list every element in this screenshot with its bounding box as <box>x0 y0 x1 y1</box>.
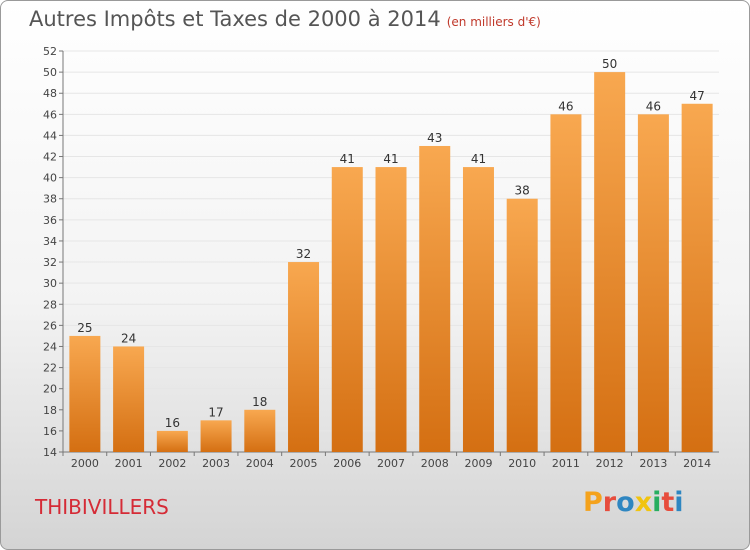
logo-letter: t <box>661 487 675 518</box>
x-tick-label: 2005 <box>290 457 318 470</box>
data-label: 32 <box>296 247 311 261</box>
y-tick-label: 14 <box>43 446 57 459</box>
chart-title-text: Autres Impôts et Taxes de 2000 à 2014 <box>29 7 441 31</box>
y-tick-label: 18 <box>43 404 57 417</box>
bar <box>156 430 188 452</box>
bar <box>69 335 101 452</box>
logo-letter: o <box>616 487 635 518</box>
data-label: 25 <box>77 321 92 335</box>
data-label: 41 <box>471 152 486 166</box>
x-tick-label: 2006 <box>333 457 361 470</box>
data-label: 24 <box>121 331 136 345</box>
y-tick-label: 34 <box>43 235 57 248</box>
y-tick-label: 38 <box>43 193 57 206</box>
x-tick-label: 2012 <box>596 457 624 470</box>
bar <box>113 346 145 452</box>
data-labels: 25 24 16 17 18 32 41 41 43 41 38 46 50 46 47 <box>77 57 705 430</box>
x-tick-label: 2013 <box>639 457 667 470</box>
y-tick-label: 28 <box>43 298 57 311</box>
data-label: 46 <box>646 99 661 113</box>
bar <box>375 167 407 452</box>
x-tick-label: 2007 <box>377 457 405 470</box>
x-tick-label: 2008 <box>421 457 449 470</box>
y-tick-label: 48 <box>43 87 57 100</box>
x-tick-label: 2002 <box>158 457 186 470</box>
proxiti-logo: Proxiti <box>583 487 684 518</box>
bar <box>462 167 494 452</box>
data-label: 16 <box>165 416 180 430</box>
data-label: 43 <box>427 131 442 145</box>
y-tick-label: 22 <box>43 362 57 375</box>
data-label: 41 <box>383 152 398 166</box>
logo-letter: x <box>634 487 653 518</box>
logo-letter: r <box>602 487 617 518</box>
y-tick-label: 20 <box>43 383 57 396</box>
bar <box>506 198 538 452</box>
y-tick-label: 16 <box>43 425 57 438</box>
x-tick-label: 2010 <box>508 457 536 470</box>
data-label: 18 <box>252 395 267 409</box>
y-tick-label: 36 <box>43 214 57 227</box>
y-tick-label: 40 <box>43 172 57 185</box>
data-label: 17 <box>208 405 223 419</box>
y-tick-label: 24 <box>43 340 57 353</box>
x-tick-label: 2009 <box>464 457 492 470</box>
logo-letter: i <box>652 487 662 518</box>
data-label: 46 <box>558 99 573 113</box>
bar <box>244 409 276 452</box>
bars <box>69 72 713 453</box>
y-tick-label: 32 <box>43 256 57 269</box>
x-tick-label: 2011 <box>552 457 580 470</box>
y-tick-label: 26 <box>43 319 57 332</box>
data-label: 47 <box>689 89 704 103</box>
x-tick-label: 2000 <box>71 457 99 470</box>
chart-title: Autres Impôts et Taxes de 2000 à 2014 (en… <box>29 7 541 31</box>
bar <box>637 114 669 452</box>
y-tick-label: 46 <box>43 108 57 121</box>
bar <box>681 103 713 453</box>
x-tick-label: 2003 <box>202 457 230 470</box>
logo-letter: P <box>583 487 603 518</box>
bar <box>594 72 626 453</box>
bar <box>331 167 363 452</box>
x-tick-label: 2001 <box>115 457 143 470</box>
data-label: 38 <box>515 184 530 198</box>
logo-letter: i <box>674 487 684 518</box>
chart-unit: (en milliers d'€) <box>446 15 541 29</box>
y-tick-label: 52 <box>43 45 57 58</box>
y-tick-label: 44 <box>43 129 57 142</box>
bar <box>288 262 320 452</box>
commune-name: THIBIVILLERS <box>35 495 169 519</box>
bar <box>419 145 451 452</box>
bar <box>200 420 232 452</box>
data-label: 50 <box>602 57 617 71</box>
x-tick-label: 2004 <box>246 457 274 470</box>
bar <box>550 114 582 452</box>
x-tick-label: 2014 <box>683 457 711 470</box>
y-tick-label: 30 <box>43 277 57 290</box>
data-label: 41 <box>340 152 355 166</box>
y-tick-label: 42 <box>43 151 57 164</box>
y-tick-label: 50 <box>43 66 57 79</box>
